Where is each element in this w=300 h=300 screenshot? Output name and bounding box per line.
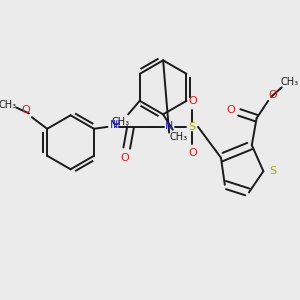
Text: CH₃: CH₃ xyxy=(0,100,17,110)
Text: O: O xyxy=(188,148,197,158)
Text: O: O xyxy=(120,153,129,163)
Text: O: O xyxy=(22,106,30,116)
Text: O: O xyxy=(268,90,278,100)
Text: S: S xyxy=(269,166,277,176)
Text: S: S xyxy=(189,122,196,132)
Text: N: N xyxy=(165,121,173,131)
Text: H: H xyxy=(113,120,121,130)
Text: O: O xyxy=(226,106,235,116)
Text: CH₃: CH₃ xyxy=(111,117,130,127)
Text: O: O xyxy=(188,96,197,106)
Text: CH₃: CH₃ xyxy=(280,76,298,87)
Text: N: N xyxy=(110,120,118,130)
Text: CH₃: CH₃ xyxy=(169,133,188,142)
